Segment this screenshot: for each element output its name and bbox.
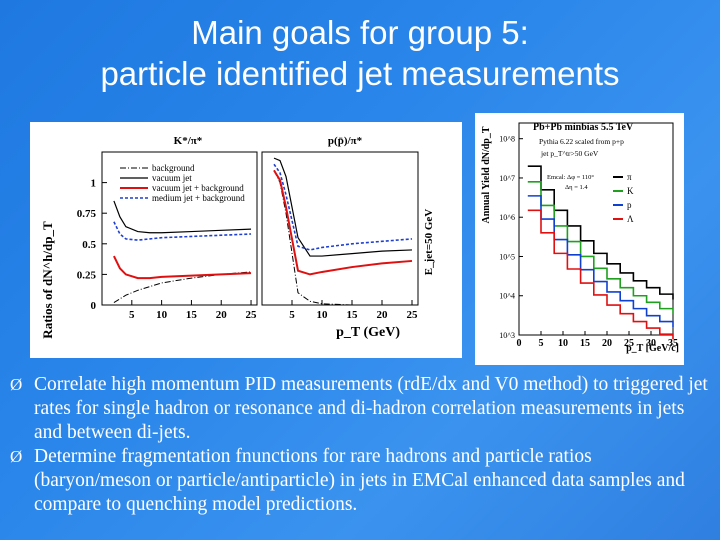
yield-figure: Annual Yield dN/dp_T Pb+Pb minbias 5.5 T… <box>475 113 684 365</box>
y-tick-label: 10^5 <box>499 252 515 261</box>
panel-2-title: p(p̄)/π* <box>328 135 363 147</box>
ratio-x-label: p_T (GeV) <box>336 325 400 340</box>
legend-label: medium jet + background <box>152 193 245 203</box>
x-tick-label: 15 <box>347 309 359 321</box>
x-tick-label: 5 <box>129 309 135 321</box>
yield-y-label: Annual Yield dN/dp_T <box>481 126 492 223</box>
y-tick-label: 0.25 <box>77 269 97 281</box>
ejet-side-label: E_jet=50 GeV <box>423 209 435 276</box>
x-tick-label: 10 <box>317 309 329 321</box>
title-line-1: Main goals for group 5: <box>191 14 529 51</box>
y-tick-label: 0.5 <box>82 239 96 251</box>
x-tick-label: 20 <box>216 309 228 321</box>
y-tick-label: 0 <box>91 300 97 312</box>
title-line-2: particle identified jet measurements <box>100 55 620 92</box>
x-tick-label: 15 <box>580 338 590 349</box>
series-line-vacuum-jet <box>273 157 413 257</box>
x-tick-label: 20 <box>602 338 612 349</box>
bullet-text: Determine fragmentation fnunctions for r… <box>34 446 685 515</box>
x-tick-label: 10 <box>558 338 568 349</box>
y-tick-label: 0.75 <box>77 208 97 220</box>
series-line-vacuum-jet-background <box>113 255 252 280</box>
x-tick-label: 35 <box>668 338 678 349</box>
legend-label: Λ <box>627 214 634 224</box>
yield-title: Pb+Pb minbias 5.5 TeV <box>533 122 634 133</box>
yield-frame <box>518 122 674 336</box>
x-tick-label: 20 <box>377 309 389 321</box>
y-tick-label: 1 <box>91 178 97 190</box>
bullet-list: Ø Correlate high momentum PID measuremen… <box>10 373 710 517</box>
yield-plot: Annual Yield dN/dp_T Pb+Pb minbias 5.5 T… <box>481 122 679 354</box>
panel-1-title: K*/π* <box>174 135 203 147</box>
x-tick-label: 5 <box>539 338 544 349</box>
x-tick-label: 25 <box>624 338 634 349</box>
x-tick-label: 5 <box>289 309 295 321</box>
yield-annotation-1: Pythia 6.22 scaled from p+p <box>539 137 624 146</box>
legend-label: vacuum jet <box>152 173 192 183</box>
slide-title: Main goals for group 5: particle identif… <box>0 12 720 94</box>
ratio-figure: Ratios of dN^h/dp_T E_jet=50 GeV K*/π* p… <box>30 122 462 358</box>
yield-annotation-4: Δη = 1.4 <box>565 184 588 191</box>
legend-label: p <box>627 200 632 210</box>
x-tick-label: 15 <box>186 309 198 321</box>
legend-label: K <box>627 186 634 196</box>
panel-frame <box>101 151 258 306</box>
series-line-vacuum-jet <box>113 200 252 234</box>
bullet-item: Ø Correlate high momentum PID measuremen… <box>10 373 710 445</box>
bullet-item: Ø Determine fragmentation fnunctions for… <box>10 445 710 517</box>
x-tick-label: 25 <box>246 309 257 321</box>
y-tick-label: 10^4 <box>499 292 515 301</box>
series-line-medium-jet-background <box>273 163 413 251</box>
legend-label: vacuum jet + background <box>152 183 244 193</box>
x-tick-label: 25 <box>407 309 419 321</box>
yield-series-lambda <box>527 209 674 340</box>
bullet-arrow-icon: Ø <box>10 447 23 466</box>
ratio-y-label: Ratios of dN^h/dp_T <box>40 221 55 339</box>
y-tick-label: 10^6 <box>499 213 515 222</box>
y-tick-label: 10^8 <box>499 135 515 144</box>
yield-annotation-2: jet p_T^tr>50 GeV <box>540 149 599 158</box>
legend-label: background <box>152 163 195 173</box>
legend-label: π <box>627 172 632 182</box>
bullet-text: Correlate high momentum PID measurements… <box>34 374 708 443</box>
yield-annotation-3: Emcal: Δφ = 110° <box>547 174 594 181</box>
yield-x-label: p_T [GeV/c] <box>626 343 679 354</box>
yield-series-pion <box>527 165 674 300</box>
series-line-background <box>273 170 412 306</box>
y-tick-label: 10^3 <box>499 331 515 340</box>
x-tick-label: 10 <box>156 309 168 321</box>
x-tick-label: 0 <box>517 338 522 349</box>
ratio-plot: Ratios of dN^h/dp_T E_jet=50 GeV K*/π* p… <box>40 135 435 340</box>
yield-series-p <box>527 195 674 327</box>
y-tick-label: 10^7 <box>499 174 515 183</box>
series-line-vacuum-jet-background <box>273 169 413 276</box>
bullet-arrow-icon: Ø <box>10 375 23 394</box>
x-tick-label: 30 <box>646 338 656 349</box>
series-line-medium-jet-background <box>113 221 252 241</box>
